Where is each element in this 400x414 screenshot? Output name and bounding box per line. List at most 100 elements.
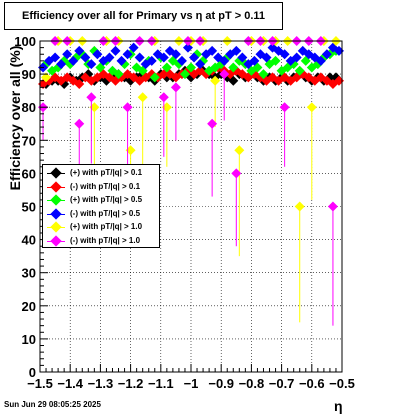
y-tick-label: 40 [22,233,36,248]
data-point [315,55,326,66]
y-tick-label: 80 [22,100,36,115]
data-point [234,145,245,156]
data-point [333,75,344,86]
y-tick-label: 50 [22,200,36,215]
data-point [333,45,344,56]
data-point [170,49,181,60]
x-tick-label: −0.9 [208,376,234,391]
legend-label: (-) with pT/|q| > 1.0 [70,235,141,245]
data-point [207,45,218,56]
data-point [327,201,338,212]
x-tick-label: −0.7 [269,376,295,391]
data-point [86,92,97,103]
data-point [176,55,187,66]
data-point [231,45,242,56]
x-axis-label: η [334,398,343,414]
data-point [189,52,200,63]
data-point [231,168,242,179]
data-point [195,59,206,70]
data-point [74,118,85,129]
data-point [219,55,230,66]
data-point [122,102,133,113]
legend-entry: (+) with pT/|q| > 0.1 [43,167,159,180]
legend-entry: (-) with pT/|q| > 1.0 [43,234,159,248]
x-tick-label: −0.5 [329,376,355,391]
y-tick-label: 60 [22,166,36,181]
data-point [321,49,332,60]
axis-ticks: −1.5 −1.4 −1.3 −1.2 −1.1 −1 −0.9 −0.8 −0.7 −0.6 −0… [14,34,355,391]
data-point [294,201,305,212]
x-tick-label: −1.4 [57,376,83,391]
legend-label: (+) with pT/|q| > 1.0 [70,222,143,231]
data-point [261,52,272,63]
data-point [158,92,169,103]
data-point [62,49,73,60]
x-tick-label: −1.1 [148,376,174,391]
data-point [92,49,103,60]
y-tick-label: 0 [29,365,36,380]
data-point [161,102,172,113]
timestamp: Sun Jun 29 08:05:25 2025 [4,400,101,409]
data-point [56,59,67,70]
data-point [279,49,290,60]
legend-entry: (+) with pT/|q| > 0.5 [43,194,159,207]
legend-entry: (+) with pT/|q| > 1.0 [43,221,159,234]
data-point [149,72,160,83]
legend-entry: (-) with pT/|q| > 0.5 [43,207,159,221]
legend: (+) with pT/|q| > 0.1 (-) with pT/|q| > 0… [42,164,160,248]
data-point [186,62,196,73]
legend-label: (+) with pT/|q| > 0.1 [70,168,143,177]
data-point [170,82,181,93]
legend-marker [50,194,62,206]
data-point [306,102,317,113]
legend-entry: (-) with pT/|q| > 0.1 [43,180,159,194]
chart-title: Efficiency over all for Primary vs η at … [4,2,283,30]
y-tick-label: 30 [22,266,36,281]
data-point [219,69,230,80]
y-tick-label: 10 [22,332,36,347]
data-point [137,92,148,103]
data-point [86,59,97,70]
legend-marker [50,207,62,220]
legend-marker [50,234,62,247]
data-point [104,52,115,63]
data-point [128,42,139,53]
data-point [179,69,190,80]
data-point [237,52,248,63]
data-point [270,55,281,66]
data-point [228,62,239,73]
data-point [146,55,157,66]
legend-label: (-) with pT/|q| > 0.1 [70,181,141,191]
data-point [113,69,124,80]
legend-marker [50,221,62,233]
data-point [161,62,172,73]
y-tick-label: 90 [22,67,36,82]
legend-label: (-) with pT/|q| > 0.5 [70,208,141,218]
y-tick-label: 70 [22,133,36,148]
y-tick-label: 100 [14,34,36,49]
data-point [80,52,91,63]
data-point [291,52,302,63]
x-tick-label: −0.8 [239,376,265,391]
x-tick-label: −1 [184,376,199,391]
data-point [116,55,127,66]
data-point [134,52,145,63]
data-point [125,145,136,156]
x-tick-label: −0.6 [299,376,325,391]
data-point [110,45,121,56]
data-point [50,52,61,63]
data-point [122,49,133,60]
x-tick-label: −1.3 [88,376,114,391]
legend-marker [50,167,62,179]
data-point [294,65,305,76]
data-point [210,75,221,86]
legend-marker [50,180,62,193]
data-point [258,69,269,80]
data-point [279,102,290,113]
data-point [74,45,85,56]
y-axis-label: Efficiency over all (%) [7,46,23,191]
data-point [89,102,100,113]
y-tick-label: 20 [22,299,36,314]
data-point [74,79,85,90]
